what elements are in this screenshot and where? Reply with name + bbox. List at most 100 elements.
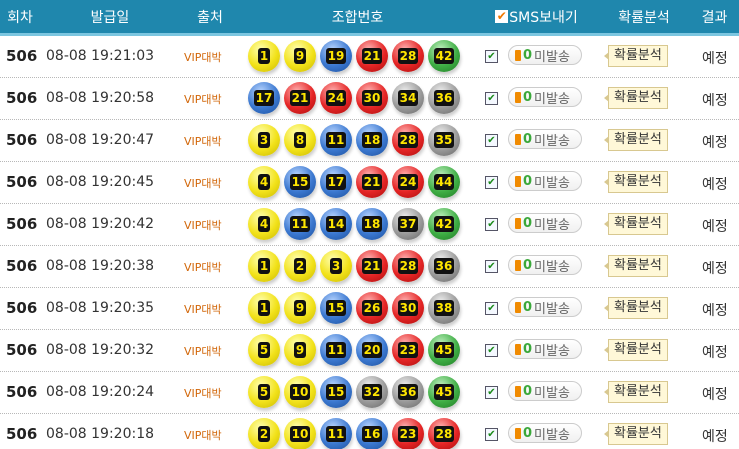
ball-number: 2 bbox=[257, 426, 271, 442]
sms-checkbox[interactable]: ✔ bbox=[485, 302, 498, 315]
sms-checkbox[interactable]: ✔ bbox=[485, 134, 498, 147]
sms-status-button[interactable]: 0 미발송 bbox=[508, 255, 582, 275]
ball-number: 21 bbox=[361, 258, 383, 274]
number-combination: 17 21 24 30 34 36 bbox=[248, 82, 460, 114]
sms-status: 미발송 bbox=[534, 259, 570, 275]
sms-status-button[interactable]: 0 미발송 bbox=[508, 171, 582, 191]
table-row: 506 08-08 19:20:18 VIP대박 2 10 11 16 23 28 ✔ 0… bbox=[0, 414, 739, 449]
ball-number: 28 bbox=[433, 426, 455, 442]
select-all-checkbox[interactable]: ✔ bbox=[495, 9, 509, 23]
number-combination: 1 2 3 21 28 36 bbox=[248, 250, 460, 282]
lotto-ball: 19 bbox=[320, 40, 352, 72]
result-status: 예정 bbox=[702, 429, 728, 445]
result-status: 예정 bbox=[702, 177, 728, 193]
sms-status: 미발송 bbox=[534, 175, 570, 191]
sms-status-button[interactable]: 0 미발송 bbox=[508, 129, 582, 149]
analysis-button[interactable]: 확률분석 bbox=[604, 255, 668, 277]
sms-checkbox[interactable]: ✔ bbox=[485, 260, 498, 273]
sms-status-button[interactable]: 0 미발송 bbox=[508, 45, 582, 65]
lotto-ball: 1 bbox=[248, 250, 280, 282]
lotto-ball: 42 bbox=[428, 208, 460, 240]
sms-status-button[interactable]: 0 미발송 bbox=[508, 339, 582, 359]
ball-number: 38 bbox=[433, 300, 455, 316]
header-sms: SMS보내기 bbox=[509, 9, 578, 26]
analysis-button[interactable]: 확률분석 bbox=[604, 423, 668, 445]
sms-status-button[interactable]: 0 미발송 bbox=[508, 423, 582, 443]
number-combination: 2 10 11 16 23 28 bbox=[248, 418, 460, 449]
ball-number: 42 bbox=[433, 216, 455, 232]
number-combination: 5 10 15 32 36 45 bbox=[248, 376, 460, 408]
ball-number: 18 bbox=[361, 216, 383, 232]
sms-checkbox[interactable]: ✔ bbox=[485, 50, 498, 63]
header-sms-cell: ✔ SMS보내기 bbox=[475, 7, 598, 27]
ball-number: 15 bbox=[325, 300, 347, 316]
number-combination: 5 9 11 20 23 45 bbox=[248, 334, 460, 366]
table-header: 회차 발급일 출처 조합번호 ✔ SMS보내기 확률분석 결과 bbox=[0, 0, 739, 36]
ball-number: 9 bbox=[293, 300, 307, 316]
lotto-ball: 10 bbox=[284, 376, 316, 408]
ball-number: 11 bbox=[325, 132, 347, 148]
table-row: 506 08-08 19:20:42 VIP대박 4 11 14 18 37 42 ✔ 0… bbox=[0, 204, 739, 246]
header-round: 회차 bbox=[7, 9, 33, 26]
lotto-ball: 28 bbox=[392, 124, 424, 156]
phone-icon bbox=[515, 91, 521, 103]
lotto-ball: 1 bbox=[248, 292, 280, 324]
sms-status: 미발송 bbox=[534, 49, 570, 65]
sms-checkbox[interactable]: ✔ bbox=[485, 176, 498, 189]
analysis-button[interactable]: 확률분석 bbox=[604, 381, 668, 403]
lotto-ball: 11 bbox=[284, 208, 316, 240]
analysis-button[interactable]: 확률분석 bbox=[604, 213, 668, 235]
sms-checkbox[interactable]: ✔ bbox=[485, 218, 498, 231]
analysis-button[interactable]: 확률분석 bbox=[604, 171, 668, 193]
sms-count: 0 bbox=[523, 383, 533, 399]
ball-number: 24 bbox=[325, 90, 347, 106]
ball-number: 23 bbox=[397, 426, 419, 442]
phone-icon bbox=[515, 49, 521, 61]
analysis-button[interactable]: 확률분석 bbox=[604, 45, 668, 67]
lotto-ball: 4 bbox=[248, 166, 280, 198]
source-label: VIP대박 bbox=[184, 429, 222, 442]
ball-number: 1 bbox=[257, 300, 271, 316]
ball-number: 30 bbox=[361, 90, 383, 106]
lotto-ball: 2 bbox=[248, 418, 280, 449]
analysis-button[interactable]: 확률분석 bbox=[604, 129, 668, 151]
sms-checkbox[interactable]: ✔ bbox=[485, 428, 498, 441]
sms-status-button[interactable]: 0 미발송 bbox=[508, 213, 582, 233]
ball-number: 18 bbox=[361, 132, 383, 148]
sms-status-button[interactable]: 0 미발송 bbox=[508, 297, 582, 317]
sms-status-button[interactable]: 0 미발송 bbox=[508, 381, 582, 401]
analysis-button[interactable]: 확률분석 bbox=[604, 339, 668, 361]
ball-number: 4 bbox=[257, 216, 271, 232]
lotto-ball: 28 bbox=[428, 418, 460, 449]
round-number: 506 bbox=[6, 131, 38, 149]
ball-number: 28 bbox=[397, 132, 419, 148]
header-numbers: 조합번호 bbox=[331, 9, 384, 26]
table-row: 506 08-08 19:20:45 VIP대박 4 15 17 21 24 44 ✔ 0… bbox=[0, 162, 739, 204]
sms-count: 0 bbox=[523, 173, 533, 189]
lotto-ball: 18 bbox=[356, 208, 388, 240]
ball-number: 17 bbox=[325, 174, 347, 190]
ball-number: 1 bbox=[257, 258, 271, 274]
lotto-ball: 9 bbox=[284, 292, 316, 324]
sms-checkbox[interactable]: ✔ bbox=[485, 92, 498, 105]
analysis-button[interactable]: 확률분석 bbox=[604, 297, 668, 319]
lotto-ball: 15 bbox=[320, 376, 352, 408]
ball-number: 10 bbox=[289, 384, 311, 400]
sms-status-button[interactable]: 0 미발송 bbox=[508, 87, 582, 107]
ball-number: 11 bbox=[325, 426, 347, 442]
analysis-button[interactable]: 확률분석 bbox=[604, 87, 668, 109]
ball-number: 5 bbox=[257, 384, 271, 400]
round-number: 506 bbox=[6, 257, 38, 275]
lotto-ball: 10 bbox=[284, 418, 316, 449]
lotto-ball: 21 bbox=[356, 250, 388, 282]
sms-checkbox[interactable]: ✔ bbox=[485, 344, 498, 357]
round-number: 506 bbox=[6, 89, 38, 107]
ball-number: 9 bbox=[293, 342, 307, 358]
ball-number: 36 bbox=[433, 258, 455, 274]
sms-checkbox[interactable]: ✔ bbox=[485, 386, 498, 399]
number-combination: 4 15 17 21 24 44 bbox=[248, 166, 460, 198]
ball-number: 37 bbox=[397, 216, 419, 232]
round-number: 506 bbox=[6, 47, 38, 65]
lotto-ball: 17 bbox=[320, 166, 352, 198]
